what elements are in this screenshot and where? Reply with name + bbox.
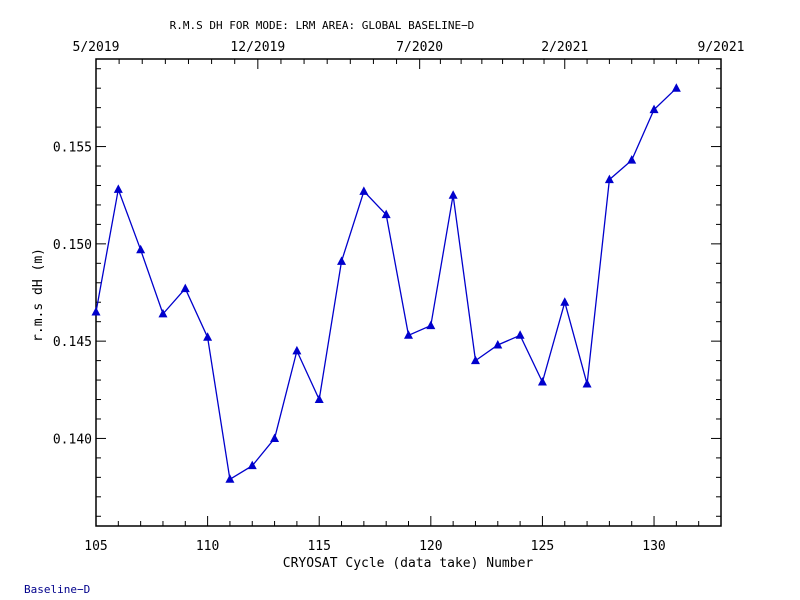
chart-title: R.M.S DH FOR MODE: LRM AREA: GLOBAL BASE… <box>170 19 475 32</box>
y-tick-label: 0.155 <box>53 141 92 156</box>
data-point-triangle <box>493 340 503 349</box>
data-point-triangle <box>627 155 637 164</box>
data-point-triangle <box>359 186 369 195</box>
x-tick-label: 110 <box>196 539 219 554</box>
data-point-triangle <box>537 377 547 386</box>
y-tick-labels: 0.140 0.145 0.150 0.155 <box>53 141 92 448</box>
data-point-triangle <box>113 184 123 193</box>
series-line <box>95 87 677 481</box>
y-tick-label: 0.140 <box>53 432 92 447</box>
data-point-triangle <box>582 378 592 388</box>
data-point-triangle <box>337 256 347 265</box>
series-polyline <box>95 87 677 481</box>
x-axis-label: CRYOSAT Cycle (data take) Number <box>283 556 534 571</box>
y-tick-label: 0.145 <box>53 335 92 350</box>
data-point-triangle <box>381 209 391 219</box>
x-tick-label: 115 <box>307 539 330 554</box>
baseline-footnote: Baseline−D <box>24 583 91 596</box>
x-tick-label: 105 <box>84 539 107 554</box>
y-tick-label: 0.150 <box>53 238 92 253</box>
x-tick-labels: 105 110 115 120 125 130 <box>84 539 666 554</box>
data-point-triangle <box>515 330 525 339</box>
top-date-label: 5/2019 <box>73 40 120 55</box>
data-point-triangle <box>448 190 458 199</box>
data-point-triangle <box>91 306 101 316</box>
data-point-triangle <box>247 460 257 470</box>
top-date-label: 12/2019 <box>230 40 285 55</box>
axis-ticks <box>95 59 722 526</box>
x-tick-label: 130 <box>642 539 665 554</box>
x-tick-label: 125 <box>531 539 554 554</box>
data-point-triangle <box>136 244 146 254</box>
data-point-triangle <box>404 330 413 339</box>
data-point-triangle <box>292 345 302 355</box>
data-point-triangle <box>470 355 480 365</box>
top-date-label: 7/2020 <box>396 40 443 55</box>
data-point-triangle <box>158 308 168 318</box>
data-point-triangle <box>649 104 659 114</box>
x-tick-label: 120 <box>419 539 442 554</box>
data-point-triangle <box>604 174 614 184</box>
top-date-label: 9/2021 <box>698 40 745 55</box>
data-point-triangle <box>225 474 235 483</box>
data-point-triangle <box>203 332 213 341</box>
series-markers <box>91 83 681 483</box>
top-date-axis-labels: 5/2019 12/2019 7/2020 2/2021 9/2021 <box>73 40 745 55</box>
data-point-triangle <box>270 433 280 442</box>
data-point-triangle <box>426 320 436 330</box>
top-date-label: 2/2021 <box>541 40 588 55</box>
plot-frame <box>95 58 722 527</box>
data-point-triangle <box>560 297 570 306</box>
data-point-triangle <box>314 394 324 404</box>
data-point-triangle <box>671 83 681 92</box>
y-axis-label: r.m.s dH (m) <box>31 248 46 342</box>
data-point-triangle <box>180 283 190 293</box>
